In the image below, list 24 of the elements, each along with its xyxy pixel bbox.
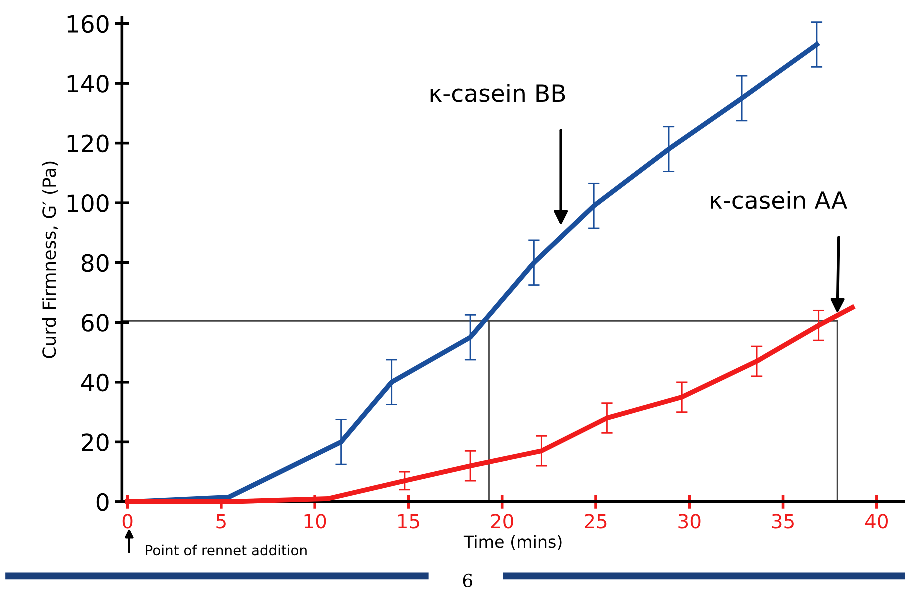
x-tick-label: 35 (772, 514, 794, 529)
y-tick-label: 160 (68, 15, 109, 34)
annotation: κ-casein AA (711, 190, 848, 210)
x-tick-label: 10 (304, 514, 326, 529)
annotation: κ-casein BB (430, 84, 566, 102)
y-axis-title: Curd Firmness, G′ (Pa) (42, 162, 58, 358)
y-tick-label: 60 (82, 314, 109, 332)
x-tick-label: 20 (491, 514, 514, 529)
y-tick-label: 40 (81, 374, 109, 392)
text: Point of rennet addition (146, 544, 307, 556)
y-tick-label: 120 (68, 134, 109, 153)
x-tick-label: 5 (216, 514, 226, 529)
y-tick-label: 0 (96, 493, 109, 512)
x-tick-label: 40 (865, 514, 888, 529)
text: 6 (463, 574, 472, 588)
x-tick-label: 15 (398, 514, 420, 529)
x-tick-label: 30 (678, 514, 701, 529)
x-axis-title: Time (mins) (464, 535, 562, 550)
x-tick-label: 25 (585, 514, 607, 529)
y-tick-label: 100 (68, 194, 109, 212)
y-tick-label: 140 (68, 75, 109, 93)
y-tick-label: 80 (82, 254, 109, 272)
x-tick-label: 0 (122, 514, 133, 529)
y-tick-label: 20 (82, 434, 109, 452)
